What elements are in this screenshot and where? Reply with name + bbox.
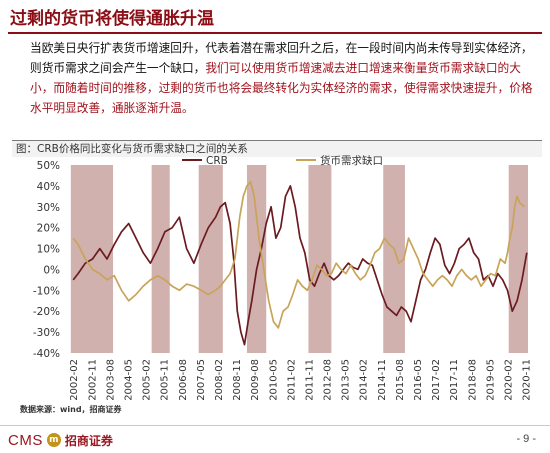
x-tick-label: 2018-08 — [467, 359, 478, 401]
y-tick-label: -30% — [33, 327, 60, 339]
cms-logo: CMS m 招商证券 — [8, 431, 113, 449]
x-tick-label: 2006-08 — [178, 359, 189, 401]
x-tick-label: 2002-02 — [69, 359, 80, 401]
logo-mark-icon: m — [46, 433, 61, 447]
y-tick-label: 10% — [37, 244, 60, 256]
x-tick-label: 2005-02 — [142, 359, 153, 401]
series-line-crb — [72, 185, 528, 346]
chart-title-bar — [12, 140, 542, 157]
y-tick-label: -40% — [33, 348, 60, 360]
x-tick-label: 2014-02 — [359, 359, 370, 401]
y-tick-label: 20% — [37, 223, 60, 235]
x-tick-label: 2003-08 — [105, 359, 116, 401]
body-paragraph: 当欧美日央行扩表货币增速回升，代表着潜在需求回升之后，在一段时间内尚未传导到实体… — [30, 38, 542, 118]
x-tick-label: 2011-11 — [304, 359, 315, 401]
x-tick-label: 2017-11 — [449, 359, 460, 401]
x-tick-label: 2012-08 — [323, 359, 334, 401]
paragraph-part-2: 我们可以使用货币增速减去进口增速来衡量货币需求缺口的大小，而随着时间的推移，过剩… — [30, 61, 533, 115]
page-number: - 9 - — [516, 433, 536, 445]
x-tick-label: 2002-11 — [87, 359, 98, 401]
source-note: 数据来源：wind，招商证券 — [20, 405, 122, 414]
y-tick-label: 50% — [37, 160, 60, 172]
crb-money-gap-chart: -40% -30% -20% -10% 0% 10% 20% 30% 40% 50% 2002-02… — [33, 155, 533, 401]
x-tick-label: 2020-02 — [503, 359, 514, 401]
footer-divider — [0, 425, 550, 426]
x-tick-label: 2010-05 — [268, 359, 279, 401]
x-tick-label: 2017-02 — [431, 359, 442, 401]
shaded-period — [198, 165, 223, 353]
logo-cn-text: 招商证券 — [64, 433, 113, 448]
x-tick-label: 2009-08 — [250, 359, 261, 401]
logo-cms-text: CMS — [8, 431, 43, 449]
x-tick-label: 2007-05 — [196, 359, 207, 401]
shaded-period — [246, 165, 267, 353]
x-tick-label: 2016-05 — [413, 359, 424, 401]
x-tick-label: 2011-02 — [286, 359, 297, 401]
x-tick-label: 2004-05 — [124, 359, 135, 401]
chart-title: 图：CRB价格同比变化与货币需求缺口之间的关系 — [16, 143, 248, 155]
shaded-period — [308, 165, 332, 353]
y-tick-label: 0% — [43, 264, 60, 276]
legend-label: CRB — [206, 155, 228, 167]
y-tick-label: 40% — [37, 181, 60, 193]
title-rule — [8, 32, 542, 34]
x-tick-label: 2005-11 — [160, 359, 171, 401]
x-tick-label: 2020-11 — [522, 359, 533, 401]
y-tick-label: -20% — [33, 306, 60, 318]
x-tick-label: 2014-11 — [377, 359, 388, 401]
shaded-period — [383, 165, 405, 353]
x-tick-label: 2008-11 — [232, 359, 243, 401]
legend-label: 货币需求缺口 — [320, 155, 383, 167]
page-title: 过剩的货币将使得通胀升温 — [10, 9, 214, 29]
x-tick-label: 2013-05 — [341, 359, 352, 401]
x-tick-label: 2015-08 — [395, 359, 406, 401]
series-line-money-gap — [72, 180, 525, 329]
y-tick-label: -10% — [33, 285, 60, 297]
x-tick-label: 2008-02 — [214, 359, 225, 401]
shaded-period — [151, 165, 170, 353]
x-tick-label: 2019-05 — [485, 359, 496, 401]
y-tick-label: 30% — [37, 202, 60, 214]
paragraph-part-1: 当欧美日央行扩表货币增速回升，代表着潜在需求回升之后，在一段时间内尚未传导到实体… — [30, 41, 533, 75]
